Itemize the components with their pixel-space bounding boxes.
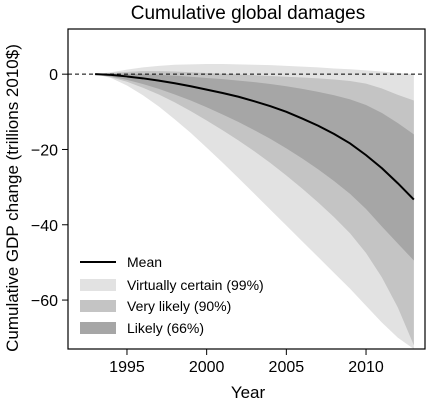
y-tick-label: 0: [49, 67, 58, 84]
y-tick-label: −60: [31, 293, 58, 310]
legend: Mean Virtually certain (99%) Very likely (…: [80, 254, 264, 336]
legend-swatch: [80, 279, 116, 291]
x-tick-label: 2000: [189, 359, 225, 376]
x-tick-label: 1995: [109, 359, 145, 376]
axis-ticks: 1995 2000 2005 2010 0 −20 −40 −60: [31, 67, 384, 376]
y-tick-label: −20: [31, 142, 58, 159]
plot-frame: [67, 28, 426, 350]
legend-label: Virtually certain (99%): [127, 277, 264, 293]
legend-label: Likely (66%): [127, 320, 204, 336]
y-axis-label: Cumulative GDP change (trillions 2010$): [3, 44, 22, 352]
legend-swatch: [80, 322, 116, 334]
mean-line: [95, 73, 415, 201]
legend-label: Very likely (90%): [127, 298, 231, 314]
x-tick-label: 2010: [348, 359, 384, 376]
legend-label: Mean: [127, 254, 162, 270]
legend-swatch: [80, 300, 116, 312]
lines-layer: [68, 73, 425, 201]
x-tick-label: 2005: [269, 359, 305, 376]
y-tick-label: −40: [31, 218, 58, 235]
chart-title: Cumulative global damages: [131, 3, 365, 24]
x-axis-label: Year: [231, 383, 266, 402]
band-3: [95, 73, 414, 261]
uncertainty-bands: [95, 64, 414, 349]
